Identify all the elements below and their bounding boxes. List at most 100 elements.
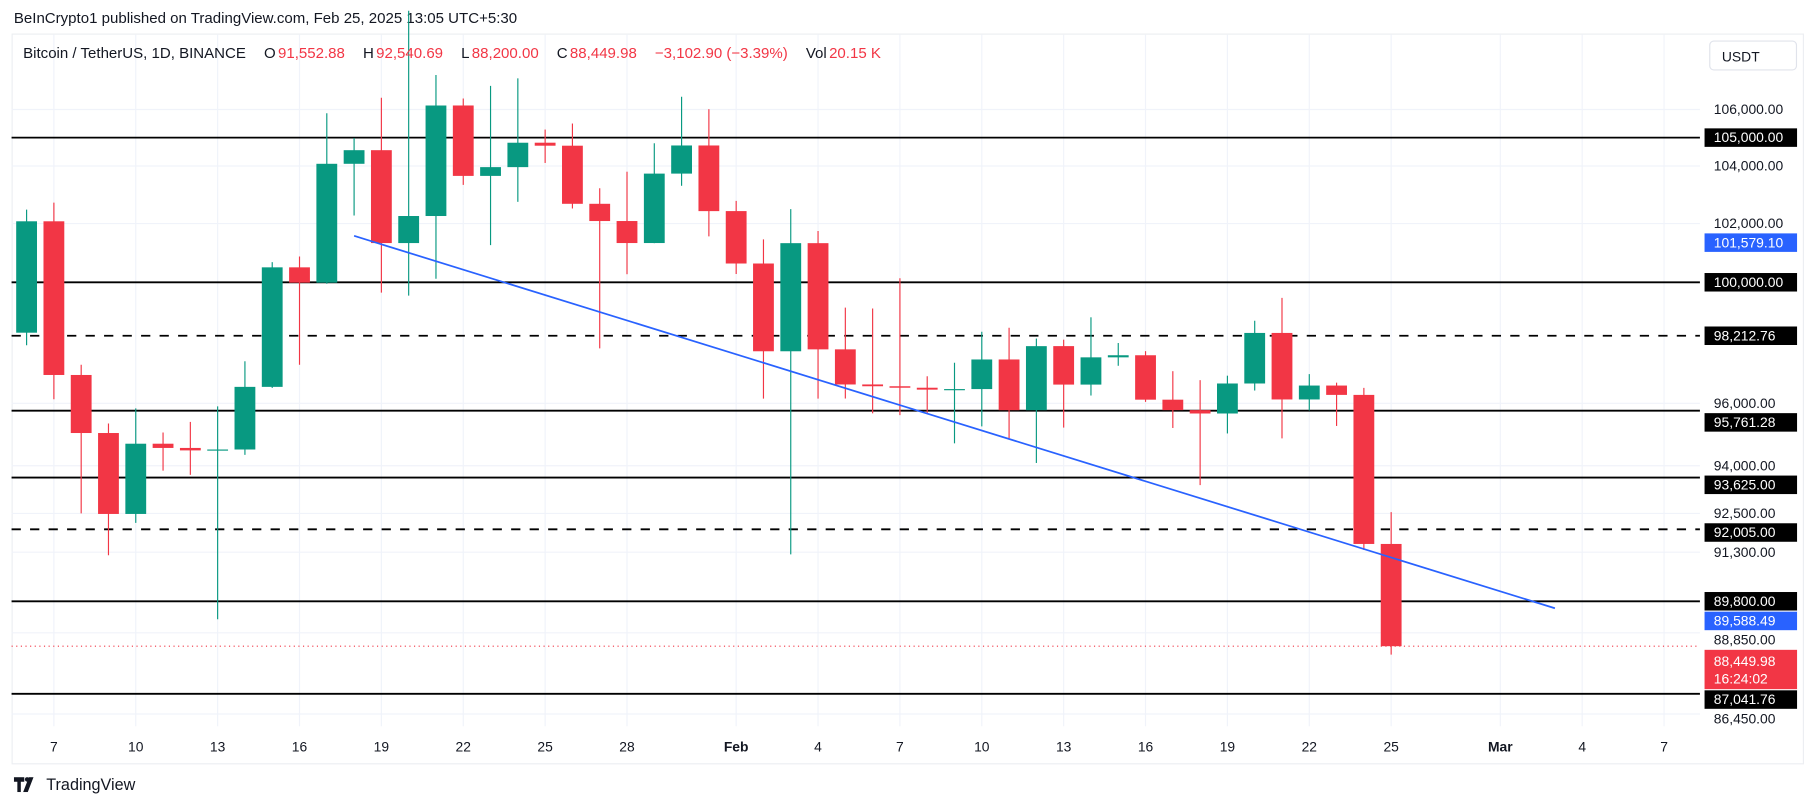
trendline (353, 234, 1556, 610)
publish-info: BeInCrypto1 published on TradingView.com… (13, 9, 518, 27)
candle-body (1189, 410, 1211, 414)
trendline-start-label: 101,579.10 (1714, 234, 1784, 250)
y-tick-label: 91,300.00 (1714, 544, 1776, 560)
candle-body (971, 359, 993, 390)
candle-body (1080, 357, 1102, 385)
candle-body (125, 443, 147, 514)
volume-value: 20.15 K (829, 43, 881, 62)
level-price-label-bg (1704, 413, 1798, 432)
candle-body (507, 142, 529, 168)
level-price-label-bg (1704, 326, 1798, 346)
high-value: 92,540.69 (376, 43, 444, 62)
level-price-label: 93,625.00 (1714, 476, 1776, 492)
x-tick-label: 22 (1302, 739, 1318, 755)
x-tick-label: 22 (456, 739, 472, 755)
candle-body (179, 447, 201, 451)
y-tick-label: 104,000.00 (1714, 158, 1784, 174)
level-price-label-bg (1704, 273, 1798, 292)
open-label: O (264, 43, 276, 62)
x-tick-label: 4 (814, 739, 822, 755)
candle-body (753, 263, 774, 352)
x-tick-label: 13 (1056, 739, 1072, 755)
candle-body (480, 167, 501, 176)
x-tick-label: 13 (210, 739, 226, 755)
symbol-legend: Bitcoin / TetherUS, 1D, BINANCE O 91,552.… (23, 44, 883, 61)
y-tick-label: 102,000.00 (1714, 215, 1784, 231)
candle-body (1353, 394, 1375, 544)
candle-body (16, 221, 38, 333)
candle-body (1162, 399, 1184, 411)
candle-body (1053, 346, 1075, 385)
candle-body (944, 389, 965, 391)
high-label: H (362, 43, 374, 62)
x-tick-label: 16 (1138, 739, 1154, 755)
y-tick-label: 94,000.00 (1714, 457, 1776, 473)
candle-body (834, 349, 856, 385)
trendline-end-label-bg (1704, 611, 1798, 631)
candle-body (1107, 355, 1129, 358)
level-price-label-bg (1704, 128, 1798, 147)
level-price-label: 87,041.76 (1714, 691, 1776, 707)
currency-button[interactable]: USDT (1709, 40, 1798, 71)
x-tick-label: 7 (896, 739, 904, 755)
candle-body (98, 433, 119, 514)
x-tick-label: 10 (128, 739, 144, 755)
candle-body (452, 105, 474, 176)
y-tick-label: 96,000.00 (1714, 395, 1776, 411)
y-tick-label: 106,000.00 (1714, 101, 1784, 117)
candle-body (234, 386, 256, 450)
volume-label: Vol (805, 43, 827, 62)
x-tick-label: 25 (537, 739, 553, 755)
candle-body (534, 142, 556, 146)
x-tick-label: 7 (1660, 739, 1668, 755)
level-price-label: 100,000.00 (1714, 274, 1784, 290)
candle-body (998, 359, 1020, 411)
candle-body (425, 105, 447, 217)
open-value: 91,552.88 (278, 43, 345, 62)
candle-body (343, 150, 365, 164)
chart-frame (11, 33, 1804, 765)
level-price-label-bg (1704, 523, 1798, 542)
level-price-label: 98,212.76 (1714, 327, 1776, 343)
level-price-label-bg (1704, 690, 1798, 709)
candle-body (398, 216, 420, 244)
low-label: L (461, 43, 470, 62)
candle-body (207, 449, 229, 451)
candle-body (1244, 332, 1266, 384)
tradingview-logo-icon (13, 776, 34, 792)
candle-body (1326, 385, 1347, 395)
candle-body (589, 203, 611, 222)
x-tick-label: 4 (1578, 739, 1586, 755)
candle-body (643, 173, 665, 244)
symbol-name[interactable]: Bitcoin / TetherUS, 1D, BINANCE (23, 43, 246, 62)
candle-body (1025, 346, 1047, 411)
x-tick-label: 7 (50, 739, 58, 755)
candle-body (1135, 355, 1156, 400)
candle-body (370, 150, 392, 244)
tradingview-logo[interactable]: TradingView (13, 775, 135, 793)
trendline-start-label-bg (1704, 233, 1798, 252)
close-label: C (556, 43, 568, 62)
candle-body (807, 243, 829, 350)
candle-body (671, 145, 692, 174)
last-price-label: 88,449.98 (1714, 653, 1776, 669)
x-tick-label: 10 (974, 739, 990, 755)
candle-body (780, 243, 802, 352)
x-tick-label: 16 (292, 739, 308, 755)
low-value: 88,200.00 (471, 43, 539, 62)
y-tick-label: 92,500.00 (1714, 505, 1776, 521)
candle-body (261, 267, 283, 387)
candle-body (698, 145, 720, 212)
y-tick-label: 88,850.00 (1714, 632, 1776, 648)
x-tick-label: 25 (1383, 739, 1399, 755)
candle-body (1298, 385, 1320, 400)
close-value: 88,449.98 (569, 43, 637, 62)
last-price-badge (1704, 649, 1798, 690)
x-tick-label: 19 (374, 739, 390, 755)
candle-body (289, 267, 310, 283)
candle-body (916, 387, 938, 390)
candle-body (1217, 383, 1238, 414)
candle-body (316, 163, 338, 283)
